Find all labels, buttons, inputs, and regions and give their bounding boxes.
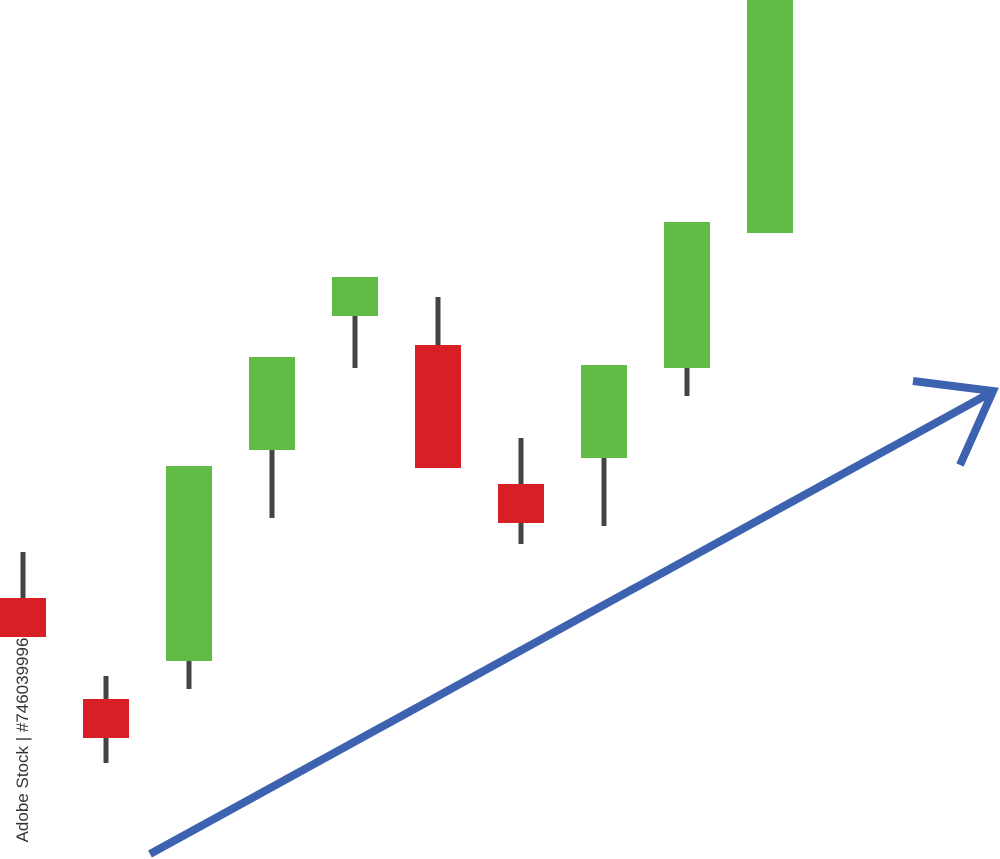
candle-body (332, 277, 378, 316)
trend-arrow (148, 377, 999, 858)
candle-body (581, 365, 627, 458)
candle-wick (352, 277, 358, 368)
arrow-shaft (148, 388, 994, 858)
watermark: Adobe Stock | #746039996 (13, 638, 32, 843)
candle-wick (20, 552, 26, 637)
candle-body (664, 222, 710, 368)
candle-body (747, 0, 793, 233)
candle-body (498, 484, 544, 523)
candle-body (249, 357, 295, 450)
candle-body (415, 345, 461, 468)
candle-body (166, 466, 212, 661)
candle-body (0, 598, 46, 637)
arrow-head (912, 377, 999, 467)
candle-body (83, 699, 129, 738)
